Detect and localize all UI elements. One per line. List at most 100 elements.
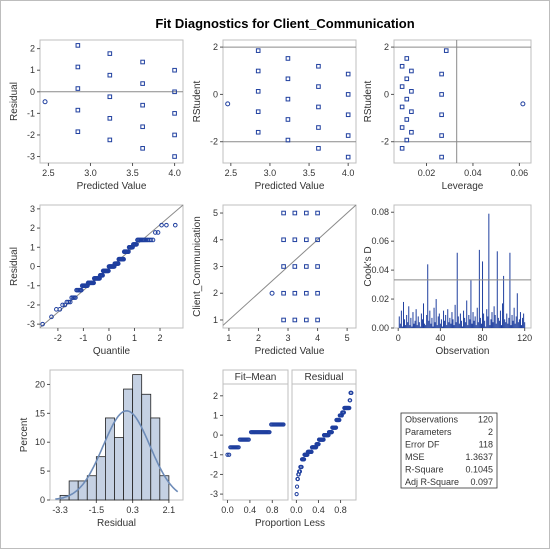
data-point	[404, 96, 410, 102]
data-point	[40, 321, 45, 327]
data-point	[285, 56, 291, 61]
stat-value: 120	[478, 415, 493, 425]
y-tick-label: -3	[210, 489, 218, 499]
data-point	[309, 449, 314, 454]
x-tick-label: 3.5	[303, 168, 316, 178]
plot-area-frame	[291, 383, 357, 501]
data-point	[439, 92, 444, 97]
data-point	[345, 112, 351, 118]
data-point	[316, 146, 321, 151]
data-point	[281, 290, 286, 296]
y-tick-label: -3	[27, 152, 35, 162]
data-point	[255, 109, 261, 114]
data-point	[295, 476, 300, 482]
stat-label: MSE	[405, 452, 425, 462]
stat-value: 0.097	[470, 477, 493, 487]
data-point	[404, 76, 410, 82]
fit-statistics-table: Observations 120 Parameters 2 Error DF 118 MSE…	[400, 412, 498, 489]
data-point	[439, 154, 444, 160]
panel-qq: -2 -1 0 1 2 -3 -2 -1 0 1 2 3 Quantile Residual	[9, 204, 184, 357]
data-point	[316, 442, 321, 447]
plot-area-frame	[222, 383, 289, 501]
x-tick-label: 0.0	[290, 505, 303, 515]
panel-obs-pred: 1 2 3 4 5 1 2 3 4 5 Predicted Value Client_Communic…	[192, 204, 357, 357]
data-point	[73, 295, 78, 300]
x-tick-label: 0.8	[334, 505, 347, 515]
data-point	[345, 92, 351, 97]
data-point	[140, 81, 145, 86]
plot-area-frame	[393, 39, 532, 164]
x-tick-label: 1	[226, 333, 231, 343]
data-point	[281, 422, 286, 427]
histogram-bar	[132, 374, 143, 501]
histogram-bar	[123, 388, 134, 501]
data-point	[75, 107, 81, 113]
y-tick-label: 0.06	[371, 236, 389, 246]
y-tick-label: 2	[30, 223, 35, 233]
data-point	[399, 84, 405, 89]
x-axis-label: Proportion Less	[255, 518, 325, 529]
x-axis-label: Observation	[436, 346, 490, 357]
x-tick-label: -2	[54, 333, 62, 343]
data-point	[49, 314, 54, 320]
data-point	[155, 230, 161, 235]
panel-rf-residual: 0.0 0.4 0.8 Residual	[290, 369, 357, 515]
data-point	[292, 317, 298, 323]
data-point	[126, 249, 131, 255]
data-point	[66, 299, 71, 305]
y-axis-label: Residual	[9, 247, 20, 286]
x-axis-label: Residual	[97, 518, 136, 529]
data-point	[292, 210, 298, 216]
stat-value: 1.3637	[465, 452, 493, 462]
x-tick-label: 2.1	[163, 505, 176, 515]
x-tick-label: 0.4	[312, 505, 325, 515]
data-point	[121, 256, 126, 262]
y-tick-label: -2	[210, 469, 218, 479]
histogram-bar	[95, 456, 106, 501]
data-point	[292, 264, 298, 269]
y-tick-label: 0	[384, 89, 389, 99]
y-axis-label: Percent	[19, 418, 30, 453]
data-point	[75, 43, 81, 48]
data-point	[227, 452, 232, 457]
data-point	[255, 68, 261, 74]
y-tick-label: -2	[27, 130, 35, 140]
data-point	[299, 464, 304, 470]
data-point	[304, 290, 309, 296]
y-tick-label: 1	[30, 242, 35, 252]
data-point	[316, 125, 321, 130]
x-tick-label: 2	[256, 333, 261, 343]
x-tick-label: 0	[396, 333, 401, 343]
data-point	[399, 146, 405, 151]
data-point	[337, 417, 342, 423]
data-point	[269, 290, 275, 296]
y-axis-label: RStudent	[363, 80, 374, 122]
stat-label: Observations	[405, 415, 459, 425]
y-tick-label: 0	[30, 87, 35, 97]
x-tick-label: 2.5	[42, 168, 55, 178]
data-point	[172, 111, 177, 116]
data-point	[443, 48, 449, 53]
data-point	[345, 71, 351, 77]
x-tick-label: 0.04	[464, 168, 482, 178]
x-tick-label: 4	[315, 333, 320, 343]
y-tick-label: -2	[381, 137, 389, 147]
y-tick-label: 0.02	[371, 294, 389, 304]
x-tick-label: 80	[478, 333, 488, 343]
data-point	[399, 63, 405, 69]
y-tick-label: 5	[213, 208, 218, 218]
data-point	[304, 237, 309, 243]
data-point	[106, 268, 111, 274]
y-tick-label: 0.04	[371, 265, 389, 275]
figure-title: Fit Diagnostics for Client_Communication	[155, 16, 414, 31]
histogram-bar	[114, 437, 124, 501]
x-tick-label: 4.0	[168, 168, 181, 178]
panel-header-label: Fit–Mean	[235, 372, 277, 383]
data-point	[409, 129, 414, 135]
data-point	[315, 210, 320, 216]
y-tick-label: 2	[213, 391, 218, 401]
data-point	[246, 437, 251, 442]
x-axis-label: Leverage	[442, 181, 484, 192]
x-tick-label: 4.0	[342, 168, 355, 178]
y-tick-label: 5	[40, 466, 45, 476]
